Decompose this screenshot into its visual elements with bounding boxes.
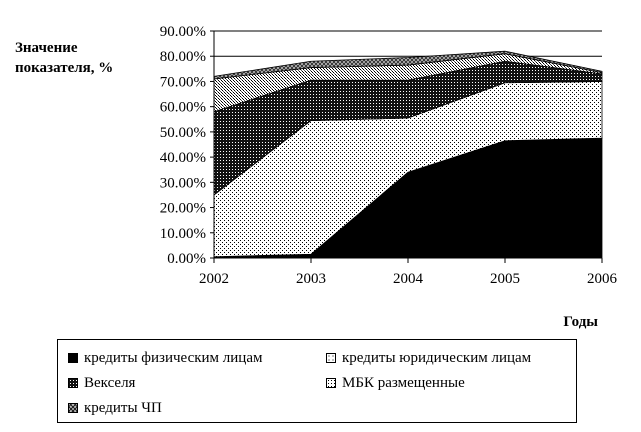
y-tick-label: 10.00% — [160, 226, 206, 242]
legend-item: кредиты физическим лицам — [68, 348, 262, 368]
legend-label: кредиты физическим лицам — [84, 349, 263, 366]
y-tick-label: 90.00% — [160, 24, 206, 40]
legend-label: кредиты юридическим лицам — [342, 349, 532, 366]
x-tick-labels: 2002 2003 2004 2005 2006 — [199, 271, 618, 287]
y-tick-label: 20.00% — [160, 201, 206, 217]
legend-label: Векселя — [84, 374, 136, 391]
y-tick-label: 0.00% — [167, 251, 206, 267]
y-axis-label: Значение показателя, % — [15, 40, 113, 76]
y-tick-label: 30.00% — [160, 175, 206, 191]
x-tick-label: 2003 — [296, 271, 326, 287]
legend-swatch — [68, 403, 78, 413]
legend-label: кредиты ЧП — [84, 399, 162, 416]
legend: кредиты физическим лицам кредиты юридиче… — [57, 339, 577, 423]
legend-swatch — [68, 378, 78, 388]
legend-item: Векселя — [68, 373, 135, 393]
y-tick-label: 80.00% — [160, 49, 206, 65]
x-tick-label: 2005 — [490, 271, 520, 287]
legend-label: МБК размещенные — [342, 374, 465, 391]
gridlines — [214, 30, 602, 57]
y-tick-label: 50.00% — [160, 125, 206, 141]
legend-item: кредиты ЧП — [68, 398, 162, 418]
x-axis-label: Годы — [563, 314, 598, 330]
y-tick-label: 40.00% — [160, 150, 206, 166]
y-tick-labels: 0.00% 10.00% 20.00% 30.00% 40.00% 50.00% 60.00… — [160, 24, 206, 267]
series-area — [213, 50, 603, 80]
legend-swatch — [326, 378, 336, 388]
axes — [210, 30, 603, 263]
x-tick-label: 2006 — [587, 271, 618, 287]
x-tick-label: 2004 — [393, 271, 424, 287]
legend-swatch — [68, 353, 78, 363]
y-tick-label: 60.00% — [160, 100, 206, 116]
legend-item: кредиты юридическим лицам — [326, 348, 531, 368]
legend-item: МБК размещенные — [326, 373, 465, 393]
series-areas — [213, 50, 603, 259]
x-tick-label: 2002 — [199, 271, 229, 287]
legend-swatch — [326, 353, 336, 363]
y-tick-label: 70.00% — [160, 74, 206, 90]
